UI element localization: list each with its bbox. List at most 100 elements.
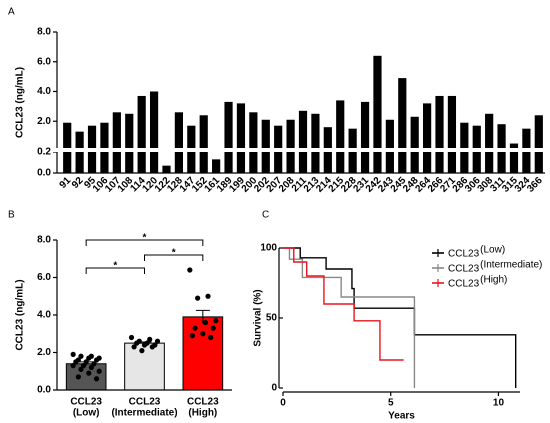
data-point xyxy=(134,340,140,346)
y-tick-label: 0 xyxy=(271,383,277,394)
x-tick-label: 366 xyxy=(525,175,545,195)
bar xyxy=(212,159,221,173)
data-point xyxy=(202,319,209,326)
data-point xyxy=(96,368,102,374)
significance-label: * xyxy=(143,233,147,244)
y-tick-label: 2.0 xyxy=(37,116,51,127)
legend-label: CCL23 xyxy=(448,264,480,275)
significance-bracket xyxy=(144,254,204,261)
y-tick-label: 0.2 xyxy=(37,147,51,158)
bar xyxy=(182,316,224,391)
data-point xyxy=(80,363,87,369)
data-point xyxy=(154,338,161,344)
bar xyxy=(286,119,295,173)
y-tick-label: 6.0 xyxy=(37,56,51,67)
data-point xyxy=(149,344,155,350)
bar xyxy=(485,113,494,173)
bar xyxy=(360,101,370,173)
data-point xyxy=(91,361,97,367)
error-bar xyxy=(195,309,210,324)
y-tick-label: 100 xyxy=(260,243,277,254)
y-tick-label: 6.0 xyxy=(37,272,51,283)
significance-label: * xyxy=(113,261,117,272)
data-point xyxy=(93,357,100,363)
data-point xyxy=(88,364,94,371)
data-point xyxy=(141,342,148,348)
data-point xyxy=(213,318,219,324)
data-point xyxy=(70,351,76,357)
x-tick-label: 0 xyxy=(280,398,286,409)
panel-label: C xyxy=(262,210,269,221)
panel-label: A xyxy=(8,7,15,18)
data-point xyxy=(139,348,145,354)
y-axis-label: CCL23 (ng/mL) xyxy=(15,67,26,138)
bar xyxy=(410,116,419,173)
bar xyxy=(311,113,320,173)
survival-curve xyxy=(283,247,404,361)
x-axis-label: Years xyxy=(388,411,415,422)
significance-label: * xyxy=(172,248,176,259)
x-tick-sublabel: (Intermediate) xyxy=(111,408,177,419)
bar xyxy=(149,91,159,173)
y-tick-label: 4.0 xyxy=(37,86,51,97)
bar xyxy=(249,112,258,173)
bar xyxy=(236,103,246,173)
y-tick-label: 50 xyxy=(266,313,278,324)
data-point xyxy=(78,366,84,372)
bar xyxy=(298,110,308,173)
data-point xyxy=(147,336,153,342)
panel-label: B xyxy=(8,210,15,221)
data-point xyxy=(73,359,79,365)
x-tick-label: CCL23 xyxy=(187,397,219,408)
y-axis-label: CCL23 (ng/mL) xyxy=(15,279,26,350)
y-tick-label: 8.0 xyxy=(37,27,51,38)
bar xyxy=(336,100,345,173)
data-point xyxy=(75,374,81,380)
data-point xyxy=(83,359,89,365)
x-tick-label: 5 xyxy=(388,398,394,409)
data-point xyxy=(208,334,214,341)
bar xyxy=(423,103,432,173)
bar xyxy=(398,78,407,173)
bar xyxy=(125,113,134,173)
survival-curve xyxy=(283,247,416,388)
data-point xyxy=(86,355,92,361)
y-tick-label: 4.0 xyxy=(37,310,51,321)
data-point xyxy=(78,353,84,359)
data-point xyxy=(70,363,76,369)
y-tick-label: 0.0 xyxy=(37,385,51,396)
data-point xyxy=(192,325,198,331)
legend-superscript: (Intermediate) xyxy=(480,260,542,271)
bar xyxy=(100,122,109,173)
data-point xyxy=(200,331,206,337)
bar xyxy=(124,342,165,391)
data-point xyxy=(86,370,92,376)
bar xyxy=(373,55,382,173)
legend-label: CCL23 xyxy=(448,279,480,290)
legend-label: CCL23 xyxy=(448,249,480,260)
data-point xyxy=(195,295,201,301)
bar xyxy=(162,165,171,173)
bar xyxy=(460,122,469,173)
y-axis-label: Survival (%) xyxy=(253,289,264,346)
significance-bracket xyxy=(85,239,204,246)
bar xyxy=(224,101,233,173)
data-point xyxy=(189,333,196,339)
data-point xyxy=(210,325,216,331)
significance-bracket xyxy=(85,267,145,274)
data-point xyxy=(131,344,137,350)
bar xyxy=(261,119,270,173)
bar xyxy=(112,112,121,173)
legend-superscript: (Low) xyxy=(480,245,505,256)
bar xyxy=(534,115,543,173)
y-tick-label: 0.0 xyxy=(37,168,51,179)
x-tick-label: CCL23 xyxy=(70,397,102,408)
x-tick-label: 10 xyxy=(493,398,505,409)
axis-break xyxy=(51,148,547,152)
bar xyxy=(174,112,183,173)
bar xyxy=(199,115,208,173)
legend-superscript: (High) xyxy=(480,275,507,286)
x-tick-sublabel: (High) xyxy=(188,408,217,419)
bar xyxy=(435,95,444,173)
